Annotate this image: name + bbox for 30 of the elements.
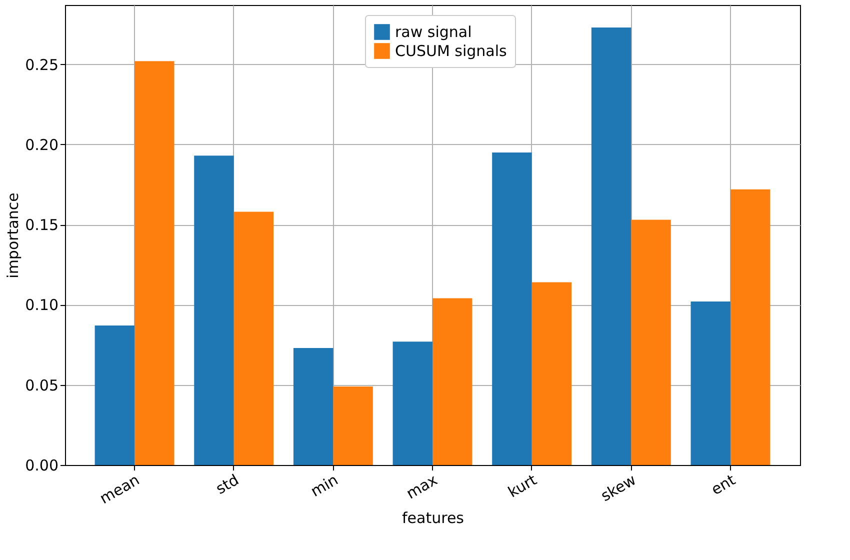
y-tick-label: 0.15 xyxy=(25,216,58,234)
x-tick-label: skew xyxy=(598,470,640,506)
bar xyxy=(392,342,432,465)
y-tick-label: 0.20 xyxy=(25,136,58,154)
bar xyxy=(690,302,730,465)
y-tick-label: 0.10 xyxy=(25,296,58,314)
x-tick-label: ent xyxy=(708,470,739,499)
bar xyxy=(730,189,770,465)
y-tick-label: 0.05 xyxy=(25,376,58,394)
y-tick-label: 0.25 xyxy=(25,56,58,74)
bar xyxy=(492,152,532,465)
bar xyxy=(432,298,472,465)
x-axis-title: features xyxy=(402,508,464,527)
bar xyxy=(134,61,174,465)
x-tick-label: min xyxy=(308,470,342,501)
bar xyxy=(333,386,373,465)
bar xyxy=(532,282,572,465)
y-axis-title: importance xyxy=(4,192,22,278)
x-tick-label: kurt xyxy=(505,470,540,502)
x-tick-label: std xyxy=(212,470,242,498)
x-tick-label: max xyxy=(403,470,441,503)
bar xyxy=(591,27,632,465)
legend-label: raw signal xyxy=(395,23,472,41)
bar xyxy=(293,348,334,465)
bar xyxy=(631,220,671,465)
legend-label: CUSUM signals xyxy=(395,42,508,60)
y-tick-label: 0.00 xyxy=(25,456,58,474)
bar xyxy=(94,326,135,465)
bar xyxy=(234,212,274,465)
bar xyxy=(194,156,234,465)
